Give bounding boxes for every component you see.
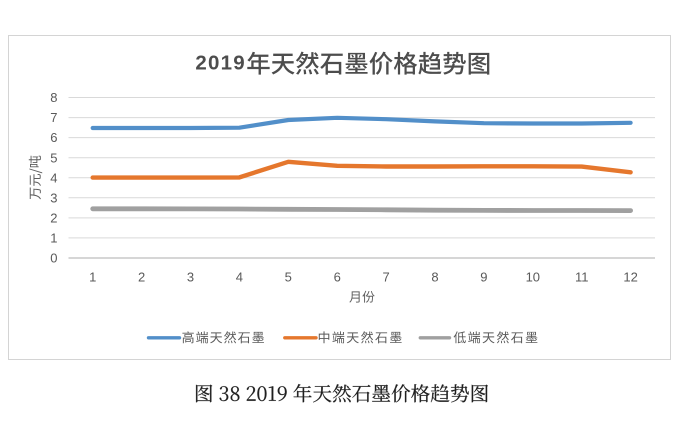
svg-text:5: 5	[50, 150, 57, 165]
svg-text:3: 3	[50, 190, 57, 205]
svg-text:2019: 2019	[195, 51, 245, 74]
svg-text:2: 2	[50, 211, 57, 226]
svg-text:7: 7	[50, 110, 57, 125]
svg-text:2: 2	[138, 270, 145, 285]
svg-text:4: 4	[236, 270, 243, 285]
svg-text:4: 4	[50, 170, 57, 185]
svg-text:1: 1	[50, 231, 57, 246]
svg-text:3: 3	[187, 270, 194, 285]
svg-text:9: 9	[480, 270, 487, 285]
svg-text:12: 12	[623, 270, 637, 285]
svg-text:5: 5	[285, 270, 292, 285]
svg-text:11: 11	[575, 270, 589, 285]
svg-text:8: 8	[50, 90, 57, 105]
svg-text:10: 10	[526, 270, 540, 285]
svg-text:8: 8	[431, 270, 438, 285]
svg-text:1: 1	[89, 270, 96, 285]
svg-text:0: 0	[50, 251, 57, 266]
svg-text:7: 7	[382, 270, 389, 285]
svg-text:6: 6	[334, 270, 341, 285]
svg-text:6: 6	[50, 130, 57, 145]
